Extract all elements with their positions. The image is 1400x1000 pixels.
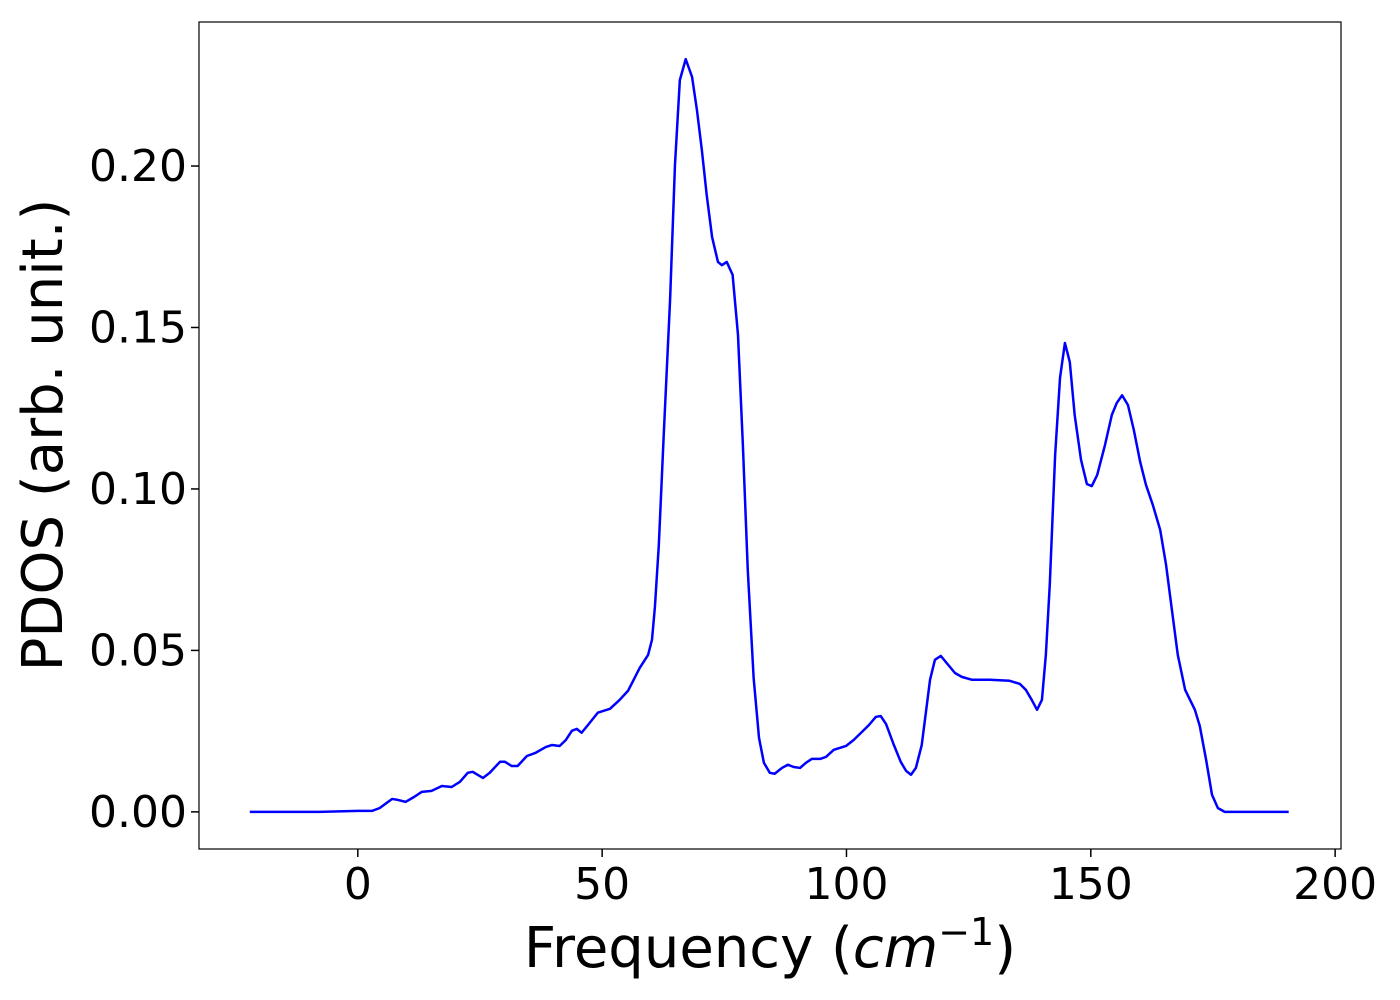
y-tick-label: 0.00	[89, 787, 187, 838]
x-label-text: Frequency (	[524, 916, 853, 981]
x-tick-label: 0	[344, 859, 372, 910]
x-tick-label: 50	[574, 859, 630, 910]
y-tick-label: 0.10	[89, 464, 187, 515]
data-line	[249, 57, 1289, 814]
x-tick-label: 200	[1293, 859, 1377, 910]
x-tick-label: 100	[804, 859, 888, 910]
x-axis-label: Frequency (cm−1)	[524, 910, 1016, 981]
y-tick-label: 0.20	[89, 141, 187, 192]
x-label-sup: −1	[938, 910, 994, 954]
x-label-close: )	[994, 916, 1016, 981]
y-tick-label: 0.15	[89, 302, 187, 353]
plot-frame	[198, 21, 1342, 850]
y-axis-label: PDOS (arb. unit.)	[11, 199, 76, 672]
x-tick-label: 150	[1049, 859, 1133, 910]
x-label-math: cm	[853, 916, 938, 981]
y-tick-label: 0.05	[89, 625, 187, 676]
